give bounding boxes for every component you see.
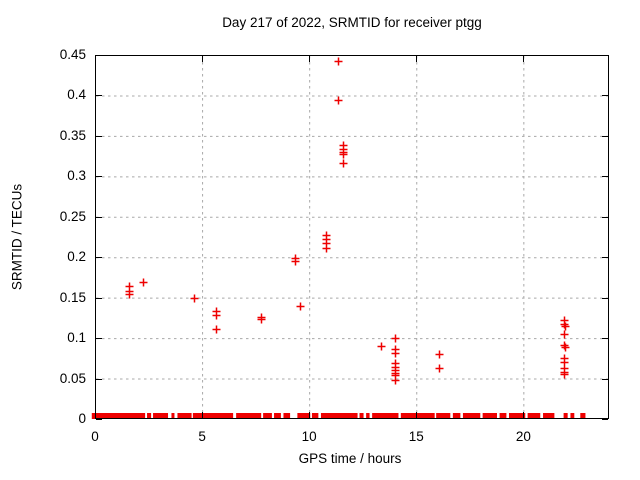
data-point-markers — [125, 57, 570, 385]
zero-band-segment — [359, 413, 364, 419]
zero-band-segment — [147, 413, 152, 419]
y-tick-label: 0.4 — [67, 87, 86, 103]
zero-band-segment — [563, 413, 568, 419]
zero-band-segment — [462, 413, 481, 419]
zero-band-segment — [400, 413, 435, 419]
zero-band-segment — [366, 413, 370, 419]
zero-band-segment — [372, 413, 399, 419]
y-tick-label: 0.45 — [59, 47, 86, 62]
zero-band-segment — [192, 413, 234, 419]
y-tick-label: 0.05 — [59, 370, 86, 386]
x-tick-label: 10 — [301, 429, 317, 444]
zero-band-segment — [499, 413, 507, 419]
zero-band-segment — [508, 413, 526, 419]
zero-band-segment — [482, 413, 497, 419]
zero-band-segment — [297, 413, 311, 419]
zero-band-segment — [570, 413, 575, 419]
x-axis-label: GPS time / hours — [298, 451, 402, 466]
x-tick-label: 0 — [91, 429, 99, 444]
y-tick-label: 0.3 — [67, 168, 86, 184]
zero-band-segment — [580, 413, 586, 419]
y-tick-label: 0.2 — [67, 249, 86, 265]
y-tick-label: 0.25 — [59, 208, 86, 224]
zero-band-segment — [177, 413, 192, 419]
y-tick-label: 0.35 — [59, 127, 86, 143]
x-tick-label: 5 — [198, 429, 206, 444]
zero-band-segment — [263, 413, 272, 419]
chart-title: Day 217 of 2022, SRMTID for receiver ptg… — [222, 15, 482, 30]
y-tick-label: 0.15 — [59, 289, 86, 305]
zero-band-segment — [274, 413, 281, 419]
plot-border — [95, 55, 609, 419]
zero-band-segment — [153, 413, 169, 419]
y-tick-label: 0.1 — [67, 330, 86, 346]
x-tick-label: 20 — [515, 429, 531, 444]
x-tick-label: 15 — [408, 429, 424, 444]
zero-band-segment — [283, 413, 291, 419]
zero-band-segment — [91, 413, 146, 419]
zero-band-segment — [543, 413, 555, 419]
zero-band-segment — [311, 413, 319, 419]
zero-band-segment — [436, 413, 451, 419]
zero-band-segment — [320, 413, 358, 419]
zero-band-segment — [527, 413, 541, 419]
zero-band-segment — [452, 413, 461, 419]
zero-band-segment — [236, 413, 262, 419]
y-tick-label: 0 — [78, 411, 86, 426]
zero-band-segment — [171, 413, 175, 419]
